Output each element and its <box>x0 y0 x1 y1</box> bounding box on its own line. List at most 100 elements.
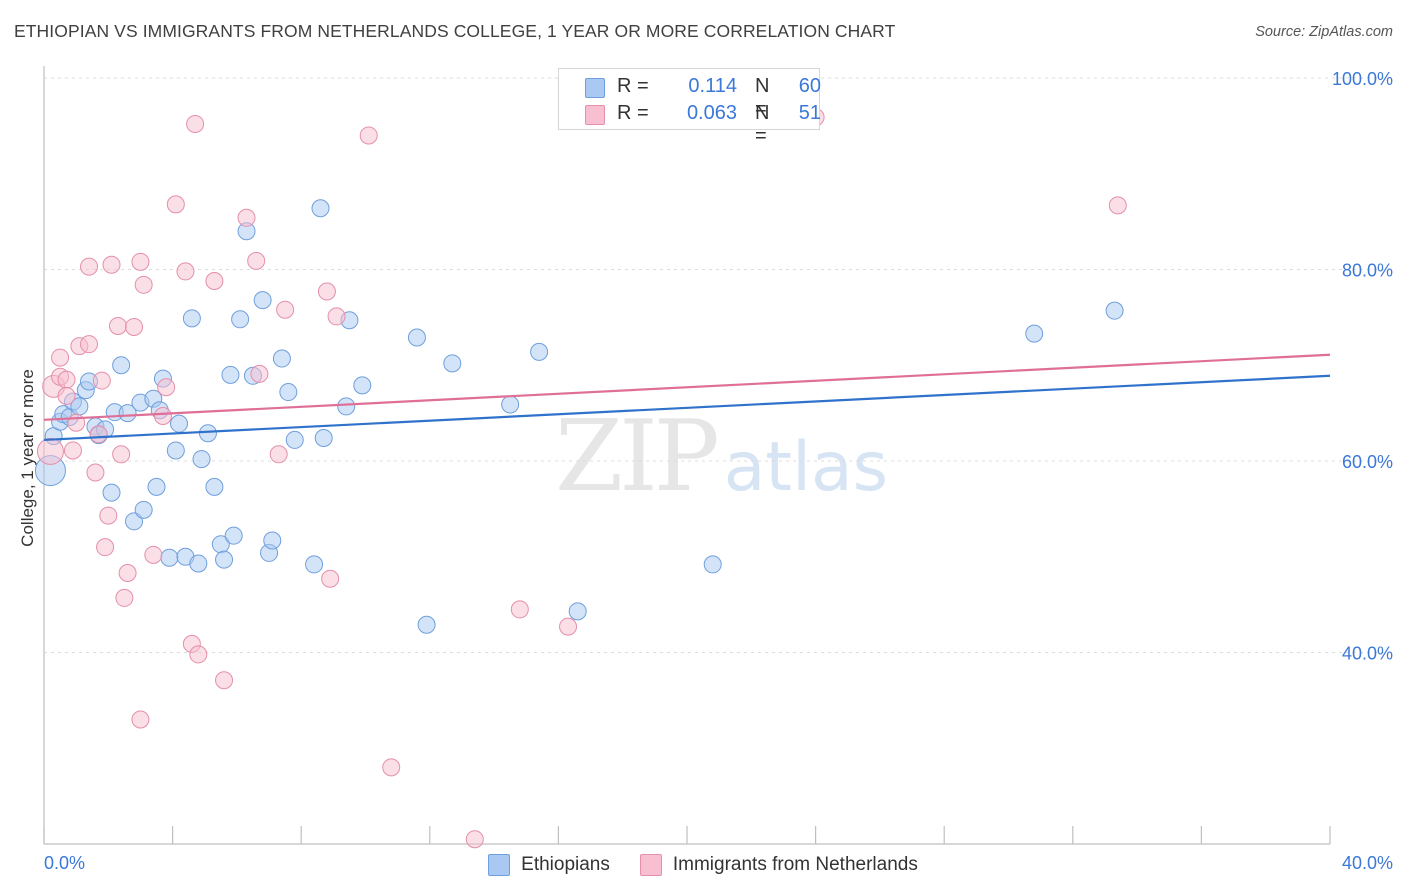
ethiopians-point <box>417 615 436 634</box>
netherlands-point <box>215 671 234 690</box>
netherlands-point <box>51 348 70 367</box>
ethiopians-legend-swatch <box>488 854 511 876</box>
netherlands-point <box>166 195 185 214</box>
ethiopians-point <box>501 395 520 414</box>
ethiopians-trend-line <box>43 374 1331 442</box>
netherlands-point <box>465 830 484 849</box>
netherlands-point <box>134 275 153 294</box>
ethiopians-point <box>407 328 426 347</box>
netherlands-point <box>96 538 115 557</box>
ethiopians-point <box>147 477 166 496</box>
ethiopians-point <box>198 424 217 443</box>
netherlands-point <box>189 645 208 664</box>
netherlands-point <box>176 262 195 281</box>
netherlands-point <box>92 371 111 390</box>
netherlands-point <box>57 386 76 405</box>
r-label: R = <box>617 102 649 124</box>
ethiopians-point <box>305 555 324 574</box>
netherlands-point <box>131 710 150 729</box>
n-label: N = <box>755 102 770 147</box>
ethiopians-point <box>703 555 722 574</box>
netherlands-point <box>36 437 64 465</box>
n-label: N = <box>755 75 770 120</box>
ethiopians-point <box>166 441 185 460</box>
netherlands-point <box>89 425 108 444</box>
netherlands-point <box>80 257 99 276</box>
ethiopians-swatch <box>585 78 605 98</box>
netherlands-point <box>57 370 76 389</box>
netherlands-point <box>118 564 137 583</box>
source-note: Source: ZipAtlas.com <box>1255 24 1393 40</box>
netherlands-point <box>269 445 288 464</box>
ethiopians-point <box>112 356 131 375</box>
r-value: 0.114 <box>688 75 737 97</box>
ethiopians-point <box>125 512 144 531</box>
ethiopians-point <box>443 354 462 373</box>
netherlands-point <box>250 364 269 383</box>
ethiopians-point <box>568 602 587 621</box>
ethiopians-point <box>530 342 549 361</box>
netherlands-point <box>112 445 131 464</box>
n-value: 60 <box>798 75 821 97</box>
netherlands-legend-swatch <box>639 854 662 876</box>
netherlands-point <box>115 588 134 607</box>
ethiopians-point <box>311 199 330 218</box>
ethiopians-point <box>1105 301 1124 320</box>
netherlands-point <box>157 378 176 397</box>
netherlands-point <box>125 317 144 336</box>
netherlands-trend-line <box>43 353 1331 421</box>
netherlands-point <box>108 316 127 335</box>
netherlands-point <box>247 251 266 270</box>
legend-item-netherlands[interactable]: Immigrants from Netherlands <box>639 852 918 878</box>
netherlands-swatch <box>585 105 605 125</box>
stats-legend: R = 0.114 N = 60 R = 0.063 N = 51 <box>558 68 821 147</box>
ethiopians-point <box>215 550 234 569</box>
netherlands-point <box>327 307 346 326</box>
netherlands-point <box>276 300 295 319</box>
netherlands-point <box>1108 196 1127 215</box>
netherlands-point <box>67 413 86 432</box>
ethiopians-point <box>231 310 250 329</box>
chart-title: ETHIOPIAN VS IMMIGRANTS FROM NETHERLANDS… <box>14 21 896 41</box>
netherlands-point <box>382 758 401 777</box>
netherlands-point <box>80 335 99 354</box>
ethiopians-point <box>337 397 356 416</box>
netherlands-point <box>99 506 118 525</box>
y-tick-label: 40.0% <box>1342 644 1393 664</box>
ethiopians-point <box>192 450 211 469</box>
r-value: 0.063 <box>686 102 737 124</box>
y-tick-label: 60.0% <box>1342 452 1393 472</box>
netherlands-point <box>317 282 336 301</box>
ethiopians-point <box>221 365 240 384</box>
y-tick-label: 100.0% <box>1332 69 1393 89</box>
ethiopians-point <box>182 309 201 328</box>
ethiopians-point <box>253 291 272 310</box>
netherlands-point <box>63 441 82 460</box>
ethiopians-point <box>170 414 189 433</box>
ethiopians-point <box>224 526 243 545</box>
netherlands-point <box>86 463 105 482</box>
netherlands-point <box>186 114 205 133</box>
legend-label-ethiopians: Ethiopians <box>521 854 610 875</box>
netherlands-point <box>102 255 121 274</box>
ethiopians-point <box>272 349 291 368</box>
ethiopians-point <box>189 554 208 573</box>
legend-item-ethiopians[interactable]: Ethiopians <box>488 852 610 878</box>
x-tick-label: 0.0% <box>44 853 85 873</box>
legend-label-netherlands: Immigrants from Netherlands <box>672 854 918 875</box>
ethiopians-point <box>353 376 372 395</box>
ethiopians-point <box>160 548 179 567</box>
netherlands-point <box>131 252 150 271</box>
ethiopians-point <box>263 531 282 550</box>
netherlands-point <box>559 617 578 636</box>
ethiopians-point <box>102 483 121 502</box>
ethiopians-point <box>118 404 137 423</box>
netherlands-point <box>153 406 172 425</box>
r-label: R = <box>617 75 649 97</box>
x-tick-label: 40.0% <box>1342 853 1393 873</box>
netherlands-point <box>237 208 256 227</box>
netherlands-point <box>205 271 224 290</box>
watermark-atlas: atlas <box>723 428 889 507</box>
ethiopians-point <box>205 477 224 496</box>
